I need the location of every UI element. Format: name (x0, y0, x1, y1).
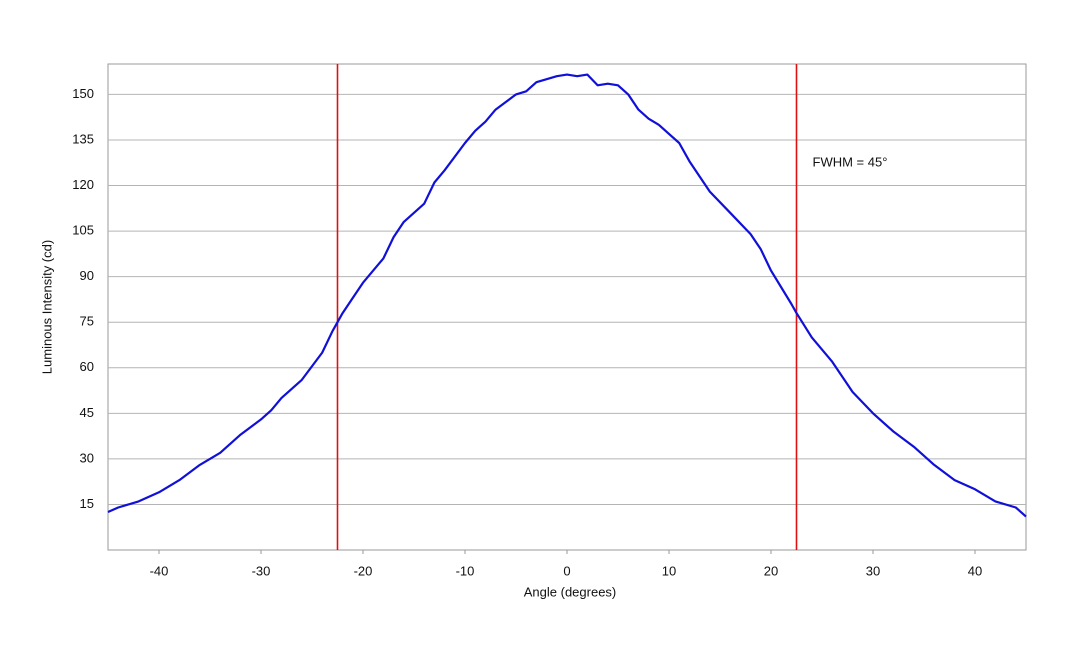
y-tick-label: 45 (80, 405, 94, 420)
x-tick-label: -30 (252, 563, 271, 578)
x-tick-label: 20 (764, 563, 778, 578)
x-tick-label: 10 (662, 563, 676, 578)
y-tick-label: 60 (80, 359, 94, 374)
y-tick-label: 30 (80, 450, 94, 465)
x-tick-label: 40 (968, 563, 982, 578)
y-tick-label: 120 (72, 177, 94, 192)
y-tick-label: 105 (72, 223, 94, 238)
x-axis-label: Angle (degrees) (524, 584, 617, 599)
x-tick-label: -40 (150, 563, 169, 578)
x-tick-label: 0 (563, 563, 570, 578)
plot-frame (107, 63, 1027, 551)
line (107, 73, 1027, 518)
y-tick-label: 150 (72, 86, 94, 101)
y-tick-label: 135 (72, 131, 94, 146)
y-tick-label: 90 (80, 268, 94, 283)
y-tick-label: 15 (80, 496, 94, 511)
x-tick-label: -10 (456, 563, 475, 578)
annotation: FWHM = 45° (813, 154, 888, 169)
y-tick-label: 75 (80, 314, 94, 329)
x-tick-label: -20 (354, 563, 373, 578)
y-axis-label: Luminous Intensity (cd) (39, 240, 54, 374)
x-tick-label: 30 (866, 563, 880, 578)
